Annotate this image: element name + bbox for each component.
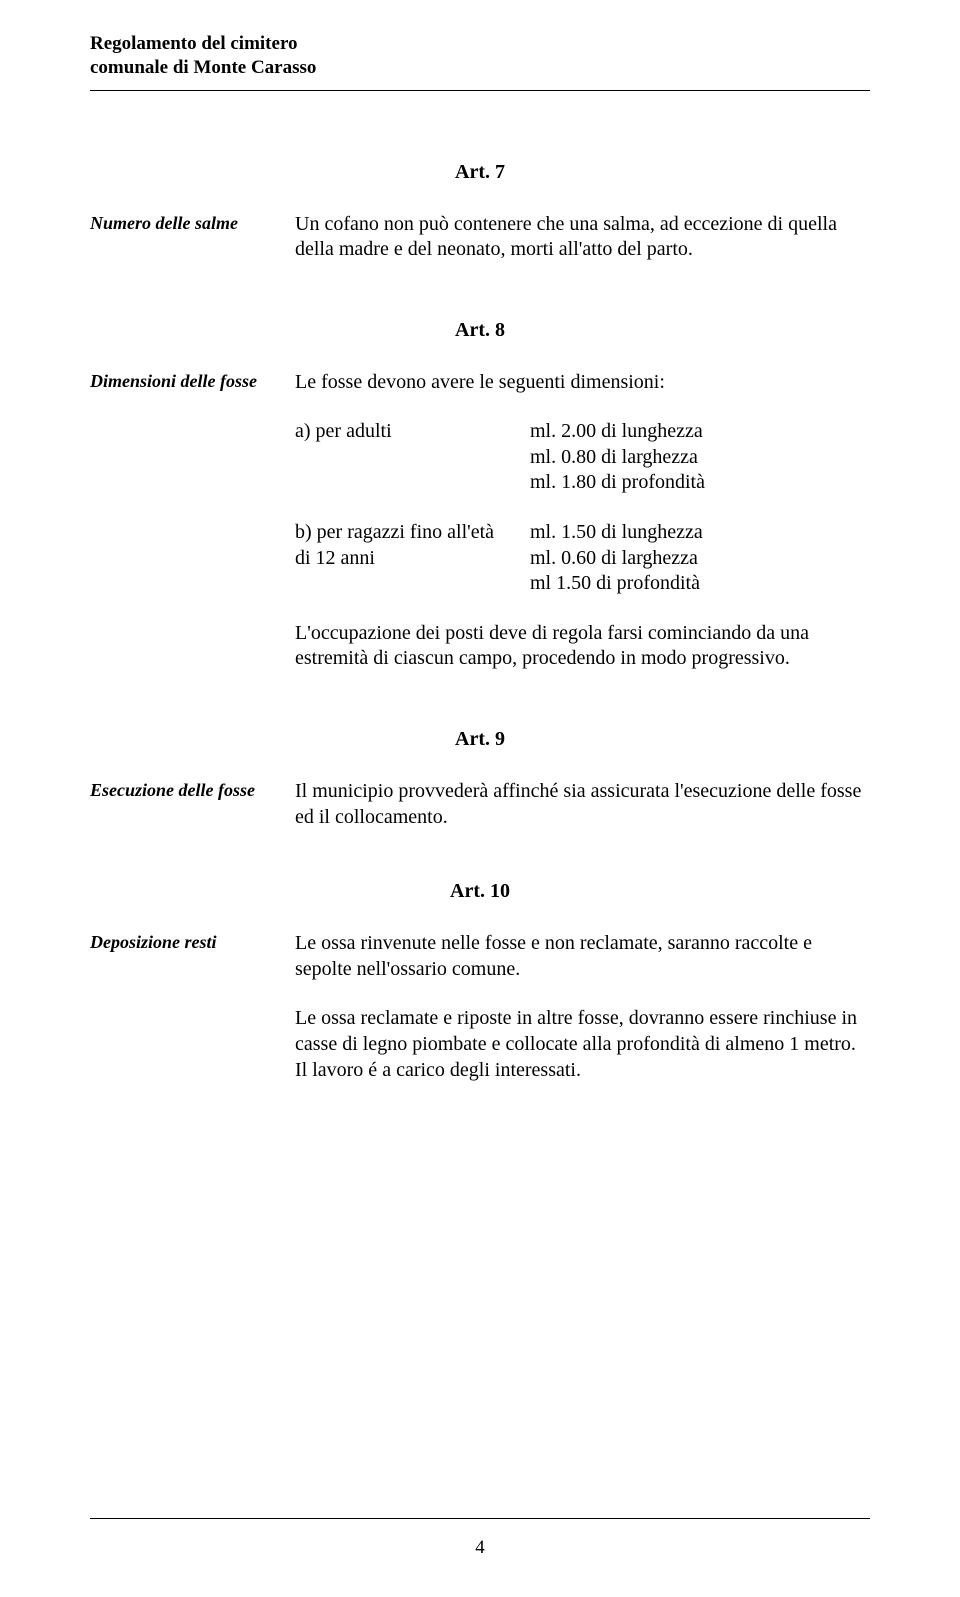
article-title: Art. 8 (90, 319, 870, 342)
dim-left-line: di 12 anni (295, 546, 530, 572)
article-title: Art. 9 (90, 728, 870, 751)
paragraph: Un cofano non può contenere che una salm… (295, 212, 870, 263)
footer-rule (90, 1518, 870, 1519)
dim-right-line: ml. 0.80 di larghezza (530, 445, 870, 471)
header-line-2: comunale di Monte Carasso (90, 56, 870, 80)
paragraph: Le ossa rinvenute nelle fosse e non recl… (295, 931, 870, 982)
article-8: Art. 8 Dimensioni delle fosse Le fosse d… (90, 319, 870, 672)
margin-column: Dimensioni delle fosse (90, 370, 295, 393)
dimension-right: ml. 2.00 di lunghezza ml. 0.80 di larghe… (530, 419, 870, 496)
dim-right-line: ml. 0.60 di larghezza (530, 546, 870, 572)
article-10: Art. 10 Deposizione resti Le ossa rinven… (90, 880, 870, 1083)
dim-right-line: ml. 1.50 di lunghezza (530, 520, 870, 546)
dim-right-line: ml 1.50 di profondità (530, 571, 870, 597)
article-title: Art. 10 (90, 880, 870, 903)
margin-column: Deposizione resti (90, 931, 295, 954)
footer: 4 (90, 1518, 870, 1559)
body-column: Le fosse devono avere le seguenti dimens… (295, 370, 870, 672)
intro-paragraph: Le fosse devono avere le seguenti dimens… (295, 370, 870, 396)
article-row: Esecuzione delle fosse Il municipio prov… (90, 779, 870, 830)
body-column: Un cofano non può contenere che una salm… (295, 212, 870, 263)
header-rule (90, 90, 870, 91)
dimension-row-a: a) per adulti ml. 2.00 di lunghezza ml. … (295, 419, 870, 496)
dim-left-line: b) per ragazzi fino all'età (295, 520, 530, 546)
article-row: Dimensioni delle fosse Le fosse devono a… (90, 370, 870, 672)
article-9: Art. 9 Esecuzione delle fosse Il municip… (90, 728, 870, 830)
margin-label: Esecuzione delle fosse (90, 779, 279, 802)
paragraph: L'occupazione dei posti deve di regola f… (295, 621, 870, 672)
article-row: Numero delle salme Un cofano non può con… (90, 212, 870, 263)
dim-left-line: a) per adulti (295, 419, 530, 445)
header-line-1: Regolamento del cimitero (90, 32, 870, 56)
dimension-row-b: b) per ragazzi fino all'età di 12 anni m… (295, 520, 870, 597)
margin-label: Deposizione resti (90, 931, 279, 954)
margin-column: Numero delle salme (90, 212, 295, 235)
dim-right-line: ml. 2.00 di lunghezza (530, 419, 870, 445)
page-number: 4 (90, 1537, 870, 1559)
dimension-right: ml. 1.50 di lunghezza ml. 0.60 di larghe… (530, 520, 870, 597)
dim-right-line: ml. 1.80 di profondità (530, 470, 870, 496)
margin-label: Dimensioni delle fosse (90, 370, 279, 393)
dimension-left: a) per adulti (295, 419, 530, 496)
paragraph: Il municipio provvederà affinché sia ass… (295, 779, 870, 830)
page: Regolamento del cimitero comunale di Mon… (0, 0, 960, 1597)
body-column: Il municipio provvederà affinché sia ass… (295, 779, 870, 830)
body-column: Le ossa rinvenute nelle fosse e non recl… (295, 931, 870, 1083)
margin-label: Numero delle salme (90, 212, 279, 235)
paragraph: Le ossa reclamate e riposte in altre fos… (295, 1006, 870, 1083)
content: Art. 7 Numero delle salme Un cofano non … (90, 161, 870, 1084)
document-header: Regolamento del cimitero comunale di Mon… (90, 32, 870, 91)
article-7: Art. 7 Numero delle salme Un cofano non … (90, 161, 870, 263)
article-row: Deposizione resti Le ossa rinvenute nell… (90, 931, 870, 1083)
article-title: Art. 7 (90, 161, 870, 184)
dimension-left: b) per ragazzi fino all'età di 12 anni (295, 520, 530, 597)
margin-column: Esecuzione delle fosse (90, 779, 295, 802)
